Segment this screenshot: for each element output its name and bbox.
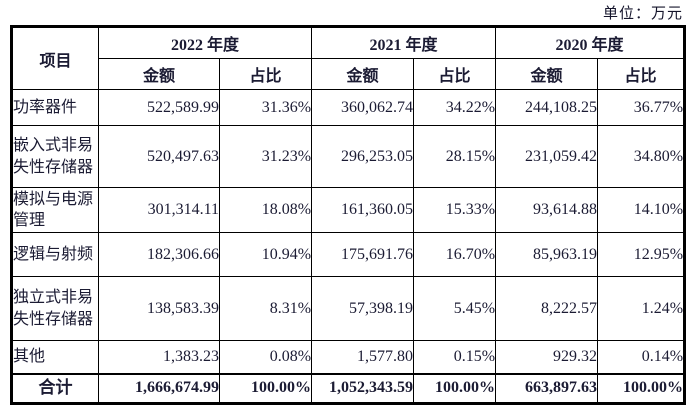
ratio-cell: 1.24% (597, 276, 686, 341)
total-amount-cell: 1,666,674.99 (98, 372, 220, 404)
ratio-cell: 28.15% (413, 125, 497, 188)
amount-cell: 522,589.99 (98, 89, 220, 126)
ratio-cell: 0.08% (218, 340, 313, 374)
amount-cell: 93,614.88 (495, 187, 599, 233)
item-cell: 独立式非易失性存储器 (11, 276, 99, 341)
ratio-cell: 14.10% (597, 187, 686, 233)
total-ratio-cell: 100.00% (597, 372, 686, 404)
amount-cell: 1,383.23 (98, 340, 220, 374)
amount-cell: 57,398.19 (311, 276, 415, 341)
item-cell: 模拟与电源管理 (11, 187, 99, 233)
ratio-cell: 5.45% (413, 276, 497, 341)
unit-label: 单位：万元 (602, 6, 683, 22)
item-cell: 其他 (11, 340, 99, 374)
header-amount-2021: 金额 (311, 58, 415, 90)
header-ratio-2021: 占比 (413, 58, 497, 90)
table-row: 逻辑与射频 182,306.66 10.94% 175,691.76 16.70… (11, 232, 686, 277)
total-ratio-cell: 100.00% (413, 372, 497, 404)
ratio-cell: 0.14% (597, 340, 686, 374)
table-row: 嵌入式非易失性存储器 520,497.63 31.23% 296,253.05 … (11, 125, 686, 188)
amount-cell: 244,108.25 (495, 89, 599, 126)
header-amount-2020: 金额 (495, 58, 599, 90)
amount-cell: 301,314.11 (98, 187, 220, 233)
ratio-cell: 31.36% (218, 89, 313, 126)
ratio-cell: 34.80% (597, 125, 686, 188)
header-ratio-2020: 占比 (597, 58, 686, 90)
ratio-cell: 36.77% (597, 89, 686, 126)
ratio-cell: 12.95% (597, 232, 686, 277)
item-cell: 功率器件 (11, 89, 99, 126)
table-row: 功率器件 522,589.99 31.36% 360,062.74 34.22%… (11, 89, 686, 126)
ratio-cell: 10.94% (218, 232, 313, 277)
amount-cell: 929.32 (495, 340, 599, 374)
item-cell: 嵌入式非易失性存储器 (11, 125, 99, 188)
ratio-cell: 18.08% (218, 187, 313, 233)
header-row-years: 项目 2022 年度 2021 年度 2020 年度 (11, 26, 686, 90)
amount-cell: 8,222.57 (495, 276, 599, 341)
ratio-cell: 31.23% (218, 125, 313, 188)
amount-cell: 182,306.66 (98, 232, 220, 277)
amount-cell: 1,577.80 (311, 340, 415, 374)
total-ratio-cell: 100.00% (218, 372, 313, 404)
amount-cell: 175,691.76 (311, 232, 415, 277)
ratio-cell: 16.70% (413, 232, 497, 277)
item-cell: 逻辑与射频 (11, 232, 99, 277)
total-amount-cell: 1,052,343.59 (311, 372, 415, 404)
header-amount-2022: 金额 (98, 58, 220, 90)
ratio-cell: 0.15% (413, 340, 497, 374)
table-row: 独立式非易失性存储器 138,583.39 8.31% 57,398.19 5.… (11, 276, 686, 341)
ratio-cell: 8.31% (218, 276, 313, 341)
table-row: 模拟与电源管理 301,314.11 18.08% 161,360.05 15.… (11, 187, 686, 233)
header-row-sub: 金额 占比 金额 占比 金额 占比 (12, 58, 686, 90)
total-row: 合计 1,666,674.99 100.00% 1,052,343.59 100… (11, 372, 686, 404)
header-ratio-2022: 占比 (218, 58, 313, 90)
header-year-2021: 2021 年度 (311, 26, 497, 59)
header-item-column: 项目 (11, 26, 99, 90)
ratio-cell: 34.22% (413, 89, 497, 126)
revenue-by-product-table: 项目 2022 年度 2021 年度 2020 年度 金额 占比 金额 占比 金… (10, 25, 687, 405)
header-year-2020: 2020 年度 (495, 26, 686, 59)
amount-cell: 138,583.39 (98, 276, 220, 341)
total-label-cell: 合计 (11, 372, 99, 404)
total-amount-cell: 663,897.63 (495, 372, 599, 404)
amount-cell: 520,497.63 (98, 125, 220, 188)
header-year-2022: 2022 年度 (97, 26, 313, 59)
amount-cell: 231,059.42 (495, 125, 599, 188)
amount-cell: 161,360.05 (311, 187, 415, 233)
amount-cell: 296,253.05 (311, 125, 415, 188)
amount-cell: 85,963.19 (495, 232, 599, 277)
amount-cell: 360,062.74 (311, 89, 415, 126)
ratio-cell: 15.33% (413, 187, 497, 233)
table-row: 其他 1,383.23 0.08% 1,577.80 0.15% 929.32 … (11, 340, 686, 374)
